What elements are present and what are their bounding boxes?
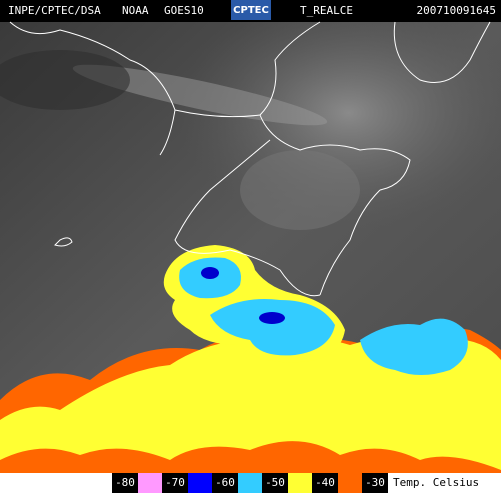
- legend-label: -40: [315, 476, 335, 489]
- legend-unit-box: [388, 473, 501, 493]
- product: T_REALCE: [300, 4, 353, 17]
- legend-swatch: [338, 473, 362, 493]
- legend-label: -30: [365, 476, 385, 489]
- legend: Temp. Celsius -80 -70 -60 -50 -40 -30: [0, 473, 501, 493]
- legend-swatch: [188, 473, 212, 493]
- imagery: [0, 21, 501, 473]
- source: NOAA: [122, 4, 149, 17]
- legend-label-box: [262, 473, 288, 493]
- legend-swatch: [138, 473, 162, 493]
- legend-label-box: [212, 473, 238, 493]
- legend-label-box: [312, 473, 338, 493]
- agency: INPE/CPTEC/DSA: [8, 4, 101, 17]
- legend-label-box: [362, 473, 388, 493]
- satellite: GOES10: [164, 4, 204, 17]
- legend-label: -60: [215, 476, 235, 489]
- legend-label-box: [162, 473, 188, 493]
- legend-label: -80: [115, 476, 135, 489]
- legend-swatch: [238, 473, 262, 493]
- legend-label-box: [112, 473, 138, 493]
- logo-box: [231, 0, 271, 20]
- timestamp: 200710091645: [417, 4, 496, 17]
- legend-label: -50: [265, 476, 285, 489]
- logo: CPTEC: [233, 5, 269, 16]
- legend-label: -70: [165, 476, 185, 489]
- legend-unit: Temp. Celsius: [393, 476, 479, 489]
- legend-swatch: [288, 473, 312, 493]
- legend-blank: [0, 473, 112, 493]
